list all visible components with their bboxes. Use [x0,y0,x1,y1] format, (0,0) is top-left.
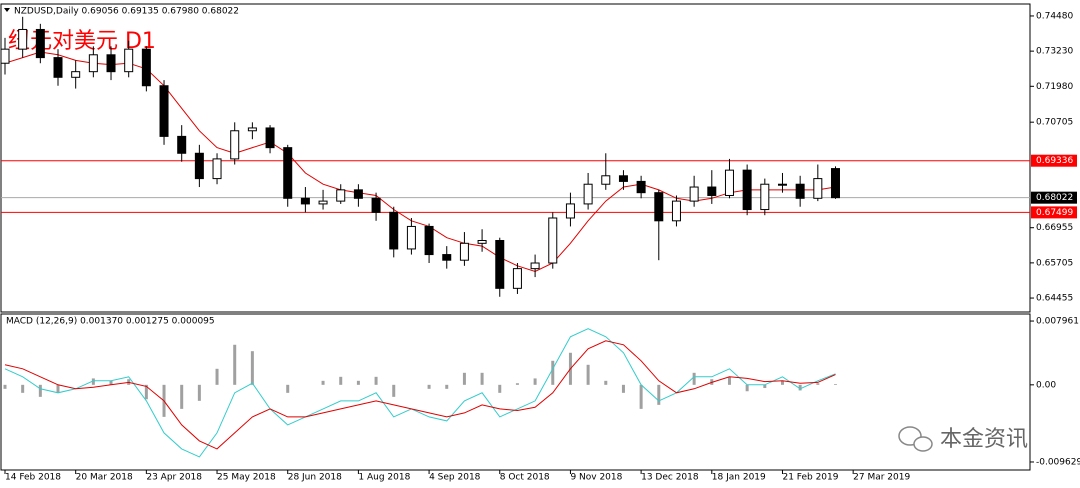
x-tick-label: 13 Dec 2018 [641,473,699,483]
macd-header: MACD (12,26,9) 0.001370 0.001275 0.00009… [6,317,215,327]
candle-body [265,127,275,149]
candle-body [671,200,681,222]
level-label-box [1031,191,1077,204]
x-tick-label: 23 Apr 2018 [146,473,202,483]
candle-body [389,211,399,250]
price-header: NZDUSD,Daily 0.69056 0.69135 0.67980 0.6… [14,7,239,17]
candle-body [442,254,452,261]
level-label: 0.68022 [1036,193,1073,203]
candle-body [159,85,169,137]
candle-body [477,240,487,244]
candle-body [353,189,363,199]
wechat-icon [898,426,933,452]
candle-body [654,192,664,222]
y-tick-label: 0.73230 [1036,47,1073,57]
candle-body [689,186,699,202]
y-tick-label: 0.00 [1036,380,1056,390]
candle-body [53,57,63,78]
candle-body [177,135,187,154]
level-label: 0.67499 [1036,208,1073,218]
y-tick-label: 0.007961 [1036,317,1079,327]
candle-body [106,54,116,73]
overlay-title: 纽元对美元 D1 [8,29,156,54]
candle-body [601,175,611,185]
y-tick-label: 0.74480 [1036,11,1073,21]
candle-body [406,225,416,250]
candle-body [548,217,558,264]
candle-body [777,183,787,186]
candle-body [724,169,734,196]
candle-body [283,147,293,199]
x-tick-label: 18 Jan 2019 [712,473,766,483]
x-tick-label: 20 Mar 2018 [76,473,133,483]
candle-body [742,169,752,211]
macd-line [4,340,836,450]
candle-body [247,127,257,132]
candle-body [565,203,575,219]
x-tick-label: 1 Aug 2018 [358,473,410,483]
x-tick-label: 27 Mar 2019 [853,473,910,483]
x-tick-label: 9 Nov 2018 [570,473,622,483]
candle-body [530,262,540,270]
candle-body [318,200,328,205]
candle-body [707,186,717,196]
level-label-box [1031,206,1077,219]
candle-body [459,242,469,261]
candle-body [760,183,770,211]
x-tick-label: 25 May 2018 [217,473,276,483]
x-tick-label: 28 Jun 2018 [288,473,342,483]
level-label-box [1031,154,1077,167]
candle-body [830,168,840,199]
candle-body [0,48,10,64]
x-tick-label: 21 Feb 2019 [782,473,838,483]
candle-body [194,152,204,180]
candle-body [636,180,646,194]
y-tick-label: -0.009629 [1036,457,1080,467]
candle-body [141,48,151,87]
candle-body [212,158,222,180]
candle-body [813,178,823,199]
x-tick-label: 4 Sep 2018 [429,473,481,483]
candle-body [424,225,434,256]
x-tick-label: 8 Oct 2018 [500,473,550,483]
candle-body [35,28,45,59]
y-tick-label: 0.65705 [1036,258,1073,268]
candle-body [795,183,805,199]
candle-body [512,268,522,289]
moving-average [4,51,836,273]
candle-body [495,240,505,289]
candle-body [371,197,381,213]
x-tick-label: 14 Feb 2018 [5,473,61,483]
price-panel [0,3,1031,313]
candle-body [583,183,593,205]
watermark: 本金资讯 [940,427,1028,452]
y-tick-label: 0.71980 [1036,82,1073,92]
y-tick-label: 0.64455 [1036,294,1073,304]
level-label: 0.69336 [1036,156,1073,166]
candle-body [88,54,98,73]
y-tick-label: 0.70705 [1036,118,1073,128]
candle-body [230,130,240,160]
candle-body [71,71,81,78]
candle-body [124,48,134,73]
menu-arrow [4,8,10,12]
macd-panel [0,313,1031,471]
candle-body [18,28,28,50]
candle-body [618,175,628,182]
y-tick-label: 0.66955 [1036,223,1073,233]
candle-body [300,197,310,205]
candle-body [336,189,346,202]
macd-line [4,328,836,458]
